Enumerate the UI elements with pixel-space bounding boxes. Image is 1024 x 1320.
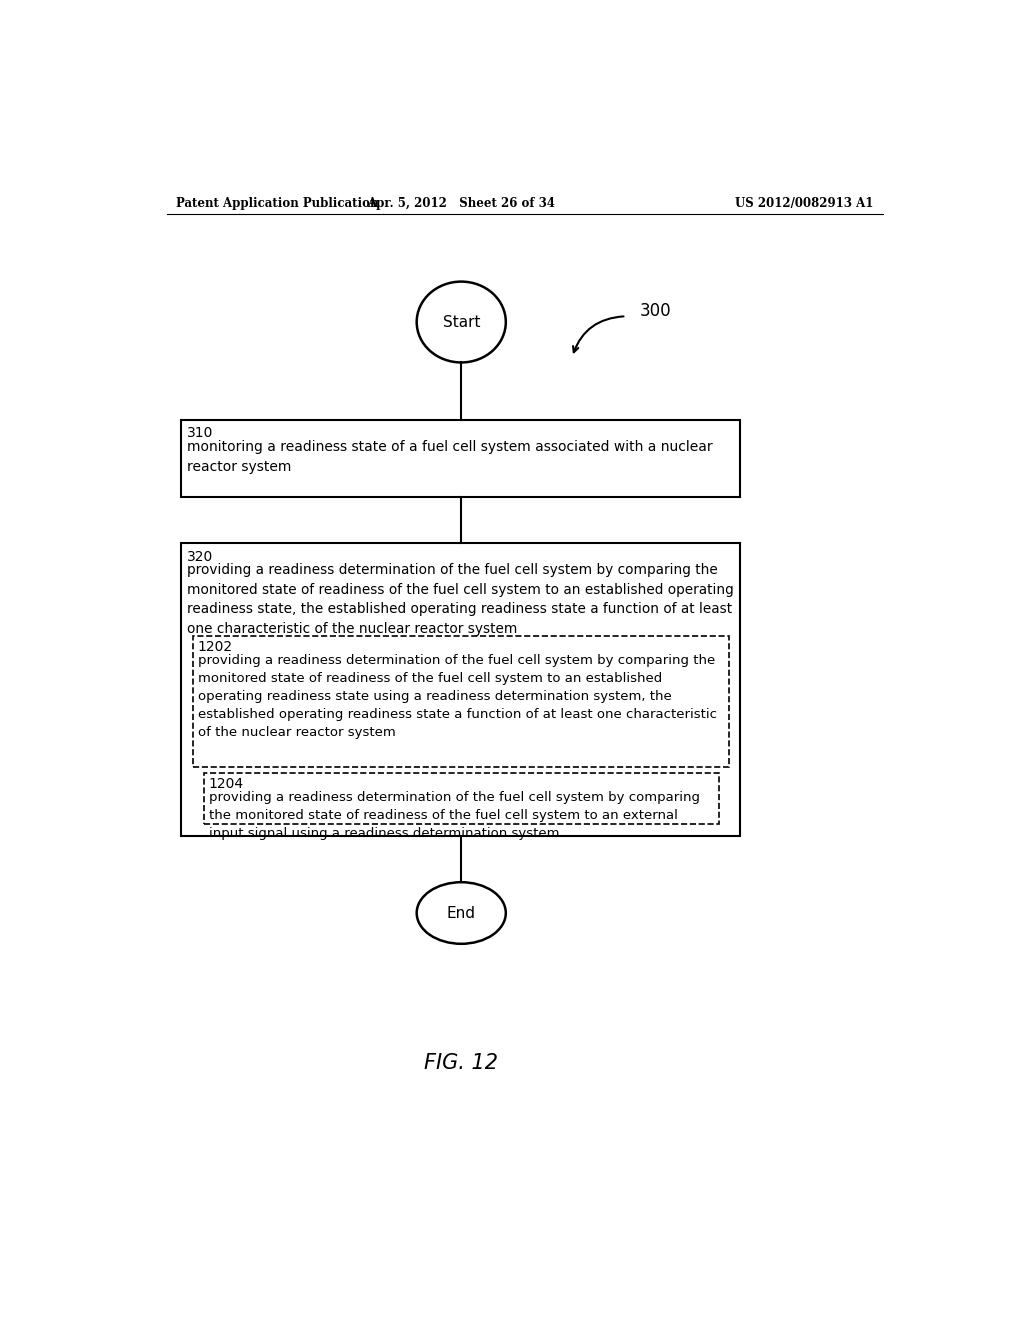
Text: providing a readiness determination of the fuel cell system by comparing
the mon: providing a readiness determination of t…: [209, 792, 699, 841]
Text: 320: 320: [187, 549, 213, 564]
Text: 300: 300: [640, 302, 671, 319]
Text: FIG. 12: FIG. 12: [424, 1053, 499, 1073]
Text: providing a readiness determination of the fuel cell system by comparing the
mon: providing a readiness determination of t…: [187, 564, 733, 636]
Text: 1204: 1204: [209, 777, 244, 792]
Text: Apr. 5, 2012   Sheet 26 of 34: Apr. 5, 2012 Sheet 26 of 34: [368, 197, 555, 210]
Text: Patent Application Publication: Patent Application Publication: [176, 197, 379, 210]
Text: US 2012/0082913 A1: US 2012/0082913 A1: [735, 197, 873, 210]
Text: providing a readiness determination of the fuel cell system by comparing the
mon: providing a readiness determination of t…: [198, 655, 717, 739]
Text: Start: Start: [442, 314, 480, 330]
Text: monitoring a readiness state of a fuel cell system associated with a nuclear
rea: monitoring a readiness state of a fuel c…: [187, 441, 713, 474]
Text: 1202: 1202: [198, 640, 232, 655]
Bar: [180, 420, 740, 498]
Bar: [180, 544, 740, 836]
Text: 310: 310: [187, 426, 213, 441]
Bar: [204, 774, 719, 825]
Bar: [194, 636, 729, 767]
Text: End: End: [446, 906, 476, 920]
